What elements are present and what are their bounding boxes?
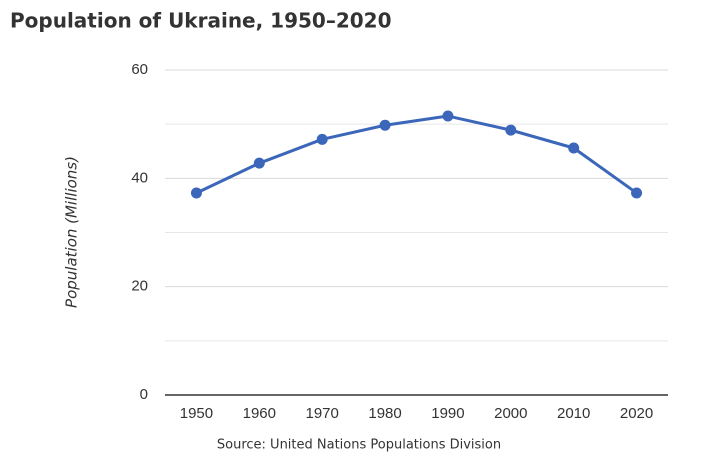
x-tick-label: 1990 bbox=[431, 405, 464, 422]
x-tick-label: 1960 bbox=[243, 405, 276, 422]
y-tick-label: 20 bbox=[131, 278, 148, 295]
source-note: Source: United Nations Populations Divis… bbox=[217, 438, 501, 453]
data-point bbox=[316, 133, 328, 145]
data-point bbox=[568, 142, 580, 154]
x-tick-label: 1950 bbox=[180, 405, 213, 422]
data-point bbox=[505, 124, 517, 136]
chart-title: Population of Ukraine, 1950–2020 bbox=[10, 9, 392, 33]
x-tick-label: 1970 bbox=[306, 405, 339, 422]
x-tick-label: 1980 bbox=[368, 405, 401, 422]
data-point bbox=[442, 110, 454, 122]
y-axis-label: Population (Millions) bbox=[63, 156, 81, 308]
x-tick-label: 2020 bbox=[620, 405, 653, 422]
y-tick-label: 60 bbox=[131, 61, 148, 78]
data-point bbox=[253, 157, 265, 169]
data-point bbox=[631, 187, 643, 199]
series-line bbox=[195, 114, 638, 195]
y-tick-label: 40 bbox=[131, 169, 148, 186]
x-tick-label: 2000 bbox=[494, 405, 527, 422]
x-tick-label: 2010 bbox=[557, 405, 590, 422]
y-tick-label: 0 bbox=[140, 386, 148, 403]
data-point bbox=[190, 187, 202, 199]
data-point bbox=[379, 119, 391, 131]
